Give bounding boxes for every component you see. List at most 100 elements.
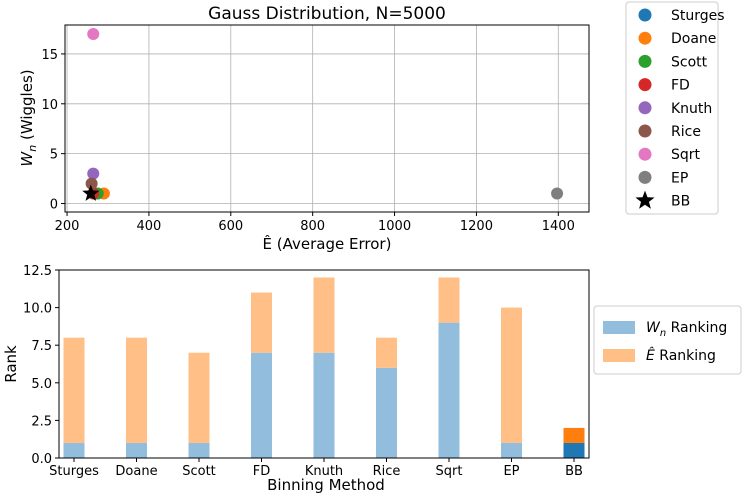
bar-chart-y-ticks: 0.0 2.5 5.0 7.5 10.0 12.5 <box>23 264 59 467</box>
bar-chart-y-tick-label: 10.0 <box>23 302 52 317</box>
bar-chart-legend-label-text: Ranking <box>666 320 727 336</box>
scatter-y-ticks: 0 5 10 15 <box>41 48 65 213</box>
bar-doane-series-1 <box>126 337 147 443</box>
bar-chart-legend-swatch-0 <box>603 321 635 334</box>
scatter-x-tick-label: 800 <box>300 219 325 234</box>
scatter-x-axis-label-text: (Average Error) <box>272 235 391 253</box>
scatter-x-ticks: 200 400 600 800 1000 1200 1400 <box>55 212 575 234</box>
scatter-legend-label-bb: BB <box>671 194 690 210</box>
bar-chart-x-tick-label: Knuth <box>305 464 343 479</box>
scatter-y-tick-label: 5 <box>50 148 58 163</box>
bar-chart-legend-label-symbol: Ê <box>646 346 655 364</box>
scatter-x-axis-label-symbol: Ê <box>263 234 272 253</box>
bar-ep-series-1 <box>501 307 522 443</box>
bar-chart-x-tick-label: FD <box>253 464 271 479</box>
bar-sqrt-series-0 <box>438 322 460 458</box>
scatter-y-axis-label: Wn (Wiggles) <box>18 69 39 166</box>
scatter-legend-label-knuth: Knuth <box>671 101 712 117</box>
scatter-legend-frame <box>625 1 719 215</box>
scatter-y-axis-label-subscript: n <box>26 145 39 152</box>
scatter-x-tick-label: 1400 <box>542 219 575 234</box>
scatter-legend-marker-rice <box>638 124 652 138</box>
bar-chart-y-tick-label: 12.5 <box>23 264 52 279</box>
bar-chart-x-tick-label: Doane <box>115 464 157 479</box>
bar-chart-x-tick-label: Sturges <box>49 464 99 479</box>
bar-ep-series-0 <box>501 442 522 458</box>
bar-chart-y-axis-label: Rank <box>2 345 20 383</box>
scatter-legend-label-ep: EP <box>671 170 688 186</box>
bar-chart-legend-label-1: Ê Ranking <box>646 346 716 364</box>
scatter-y-axis-label-symbol: W <box>18 151 36 167</box>
bar-bb-series-0 <box>563 442 585 458</box>
scatter-point-sqrt <box>87 27 100 40</box>
scatter-point-knuth <box>87 167 100 180</box>
bar-bb-series-1 <box>563 427 585 443</box>
bar-chart-x-axis-label: Binning Method <box>267 476 385 494</box>
scatter-legend-label-sturges: Sturges <box>671 8 725 24</box>
bar-fd-series-0 <box>251 352 272 458</box>
bar-rice-series-0 <box>376 367 397 458</box>
scatter-legend-marker-sturges <box>638 8 652 22</box>
scatter-legend-label-fd: FD <box>671 78 690 94</box>
scatter-x-axis-label: Ê (Average Error) <box>263 234 392 253</box>
bar-chart-x-tick-label: Rice <box>373 464 401 479</box>
scatter-legend-label-doane: Doane <box>671 31 716 47</box>
scatter-point-bb <box>82 184 100 201</box>
scatter-x-tick-label: 200 <box>55 219 80 234</box>
scatter-legend-marker-scott <box>638 54 652 68</box>
bar-sqrt-series-1 <box>438 277 460 323</box>
scatter-y-tick-label: 15 <box>41 48 58 63</box>
bar-chart-x-tick-label: BB <box>565 464 583 479</box>
bar-chart-legend-label-symbol: W <box>646 320 661 336</box>
bar-chart-legend-label-0: Wn Ranking <box>646 320 727 339</box>
scatter-legend-marker-sqrt <box>638 147 652 161</box>
scatter-legend-marker-knuth <box>638 101 652 115</box>
scatter-point-rice <box>85 177 98 190</box>
scatter-legend-marker-bb <box>635 190 655 209</box>
bar-chart-x-ticks: Sturges Doane Scott FD Knuth Rice Sqrt EP BB <box>49 458 583 479</box>
bar-chart-bars <box>63 277 585 458</box>
bar-knuth-series-1 <box>313 277 335 353</box>
bar-chart-y-tick-label: 7.5 <box>31 339 52 354</box>
scatter-legend-marker-ep <box>638 170 652 184</box>
scatter-legend: Sturges Doane Scott FD Knuth Rice Sqrt EP BB <box>625 1 725 215</box>
bar-knuth-series-0 <box>313 352 335 458</box>
bar-sturges-series-0 <box>63 442 85 458</box>
bar-doane-series-0 <box>126 442 147 458</box>
bar-scott-series-1 <box>188 352 210 443</box>
bar-chart-x-tick-label: Sqrt <box>436 464 463 479</box>
scatter-title: Gauss Distribution, N=5000 <box>208 4 446 24</box>
scatter-legend-label-rice: Rice <box>671 124 701 140</box>
bar-chart-x-tick-label: EP <box>503 464 519 479</box>
scatter-legend-marker-fd <box>638 78 652 92</box>
scatter-legend-label-sqrt: Sqrt <box>671 147 701 163</box>
scatter-point-ep <box>551 187 564 200</box>
bar-chart-legend-label-subscript: n <box>660 328 666 339</box>
bar-rice-series-1 <box>376 337 397 368</box>
scatter-legend-items: Sturges Doane Scott FD Knuth Rice Sqrt EP BB <box>635 8 725 210</box>
bar-chart-y-tick-label: 0.0 <box>31 452 52 467</box>
bar-chart-legend-label-text: Ranking <box>655 348 716 364</box>
bar-chart-x-tick-label: Scott <box>182 464 216 479</box>
scatter-y-axis-label-text: (Wiggles) <box>18 69 36 144</box>
scatter-y-tick-label: 10 <box>41 98 58 113</box>
bar-chart-y-tick-label: 5.0 <box>31 377 52 392</box>
scatter-grid <box>65 25 589 212</box>
scatter-y-tick-label: 0 <box>50 198 58 213</box>
scatter-points <box>82 27 564 201</box>
scatter-x-tick-label: 400 <box>137 219 162 234</box>
scatter-chart: 200 400 600 800 1000 1200 1400 0 5 10 15 Gauss Di… <box>18 4 590 253</box>
scatter-axes-frame <box>64 24 590 213</box>
scatter-legend-label-scott: Scott <box>671 54 708 70</box>
scatter-x-tick-label: 1200 <box>460 219 493 234</box>
scatter-legend-marker-doane <box>638 31 652 45</box>
bar-chart-legend-swatch-1 <box>603 349 635 362</box>
bar-fd-series-1 <box>251 292 272 353</box>
bar-sturges-series-1 <box>63 337 85 443</box>
scatter-x-tick-label: 600 <box>218 219 243 234</box>
bar-chart-y-tick-label: 2.5 <box>31 414 52 429</box>
bar-scott-series-0 <box>188 442 210 458</box>
